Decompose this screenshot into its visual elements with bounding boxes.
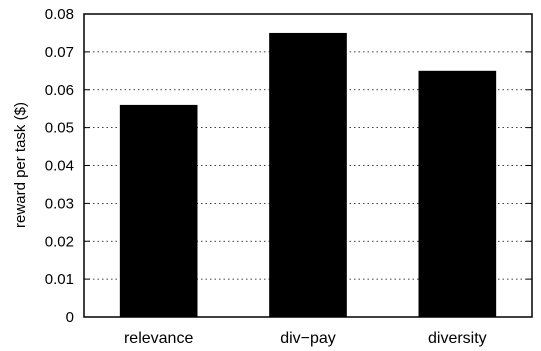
bar-2 (418, 70, 497, 317)
x-axis-ticks: relevance div−pay diversity (124, 311, 487, 347)
x-tick-label: relevance (124, 330, 193, 347)
x-tick-label: div−pay (280, 330, 336, 347)
y-tick-label: 0.08 (45, 6, 74, 23)
bar-1 (269, 32, 347, 317)
y-axis-label: reward per task ($) (12, 102, 29, 228)
y-tick-label: 0.06 (45, 82, 74, 99)
y-tick-label: 0.03 (45, 195, 74, 212)
y-tick-label: 0.02 (45, 233, 74, 250)
bar-0 (119, 104, 198, 318)
y-tick-label: 0.07 (45, 44, 74, 61)
y-tick-label: 0.05 (45, 120, 74, 137)
y-tick-label: 0.04 (45, 158, 74, 175)
bars (119, 32, 497, 318)
y-tick-label: 0.01 (45, 271, 74, 288)
x-tick-label: diversity (428, 330, 487, 347)
y-tick-label: 0 (66, 309, 74, 326)
y-axis-ticks: 0 0.01 0.02 0.03 0.04 0.05 0.06 0.07 0.08 (45, 6, 532, 326)
